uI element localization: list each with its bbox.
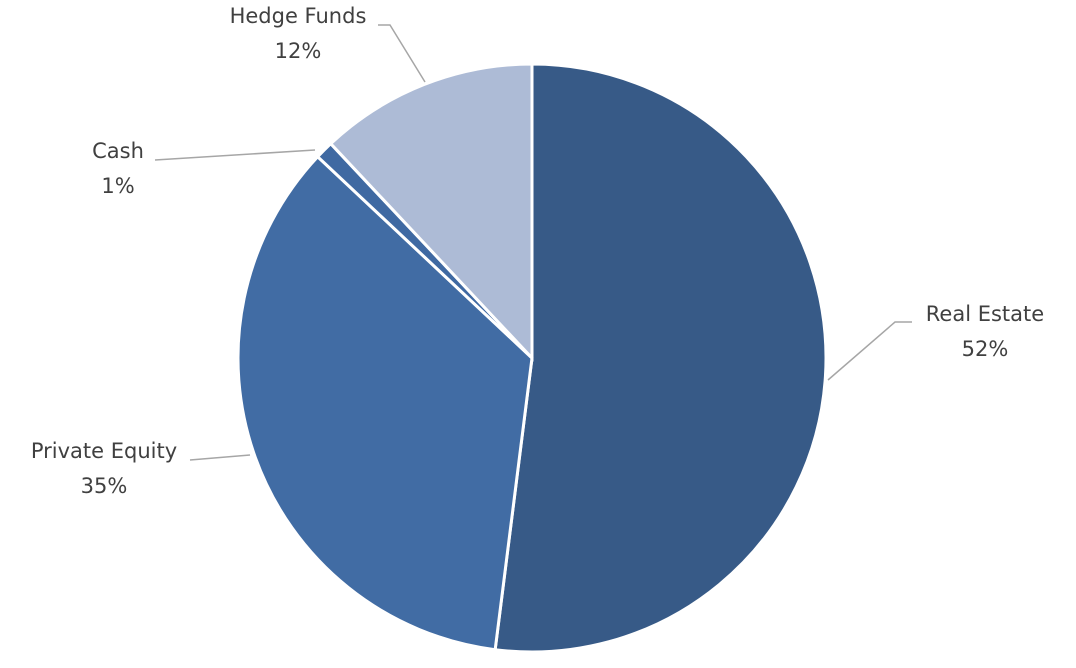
slice-label: Real Estate [926,302,1044,326]
leader-line [189,454,251,461]
slice-value-label: 35% [81,474,128,498]
pie-slice [493,62,828,654]
slice-label: Private Equity [31,439,177,463]
slice-value-label: 12% [275,39,322,63]
leader-line [378,24,426,83]
leader-line [827,321,912,381]
slice-label: Hedge Funds [230,4,367,28]
slice-value-label: 52% [962,337,1009,361]
pie-slice [328,62,534,362]
slice-value-label: 1% [101,174,134,198]
pie-slice [236,154,534,652]
slice-label: Cash [92,139,144,163]
leader-line [154,149,316,161]
